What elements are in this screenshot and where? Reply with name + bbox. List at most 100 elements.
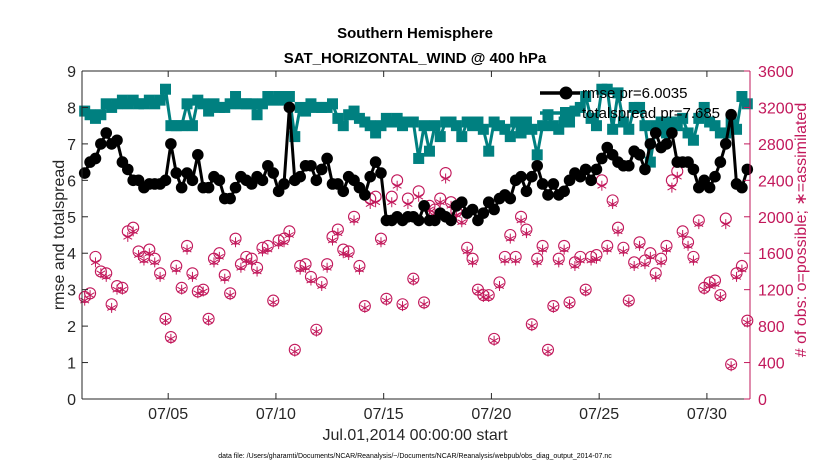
y-tick-label: 1	[67, 356, 76, 373]
obs-assimilated-marker	[559, 244, 569, 255]
obs-assimilated-marker	[268, 297, 278, 308]
rmse-point	[364, 170, 377, 183]
spread-point	[617, 116, 629, 128]
spread-point	[375, 120, 387, 132]
obs-assimilated-marker	[414, 191, 424, 202]
rmse-point	[369, 156, 382, 168]
obs-assimilated-marker	[107, 302, 117, 313]
obs-assimilated-marker	[392, 180, 402, 191]
obs-assimilated-marker	[575, 255, 585, 266]
spread-point	[677, 112, 689, 124]
spread-point	[289, 131, 301, 143]
spread-point	[256, 98, 268, 110]
x-tick-label: 07/25	[579, 406, 619, 423]
obs-assimilated-marker	[737, 264, 747, 275]
rmse-point	[267, 167, 280, 179]
obs-assimilated-marker	[349, 215, 359, 226]
spread-point	[682, 127, 694, 139]
obs-assimilated-marker	[397, 301, 408, 312]
spread-point	[671, 120, 683, 132]
obs-assimilated-marker	[214, 251, 224, 262]
obs-assimilated-marker	[177, 284, 187, 295]
spread-point	[537, 120, 549, 132]
y-tick-label: 4	[67, 246, 76, 263]
rmse-point	[78, 167, 91, 179]
rmse-point	[542, 189, 554, 201]
data-file-footer: data file: /Users/gharamti/Documents/NCA…	[218, 453, 612, 460]
obs-assimilated-marker	[155, 271, 165, 282]
spread-point	[687, 134, 699, 146]
spread-point	[477, 123, 489, 135]
obs-assimilated-marker	[538, 244, 548, 255]
rmse-point	[165, 138, 177, 150]
obs-assimilated-marker	[220, 273, 230, 284]
rmse-point	[202, 181, 215, 194]
obs-assimilated-marker	[586, 255, 596, 266]
obs-assimilated-marker	[678, 230, 688, 240]
rmse-point	[278, 178, 290, 190]
obs-assimilated-marker	[570, 260, 580, 271]
y-tick-label: 8	[67, 100, 76, 117]
obs-assimilated-marker	[500, 255, 510, 266]
obs-assimilated-marker	[150, 257, 160, 268]
spread-point	[601, 83, 613, 95]
spread-point	[413, 152, 425, 164]
obs-assimilated-marker	[634, 240, 645, 251]
obs-assimilated-marker	[554, 257, 564, 268]
obs-assimilated-marker	[624, 297, 634, 308]
spread-point	[574, 101, 586, 113]
legend-marker-spread	[560, 107, 572, 119]
spread-point	[154, 94, 166, 106]
spread-point	[531, 149, 543, 161]
rmse-point	[596, 152, 608, 165]
obs-assimilated-marker	[182, 244, 192, 255]
rmse-point	[666, 127, 678, 139]
y-right-tick-label: 1600	[758, 246, 794, 263]
rmse-point	[229, 181, 242, 194]
spread-point	[585, 112, 597, 124]
obs-assimilated-marker	[257, 246, 268, 257]
spread-point	[634, 101, 646, 113]
rmse-point	[590, 163, 603, 176]
y-axis-label-right: # of obs: o=possible; ∗=assimilated	[793, 103, 810, 357]
rmse-point	[294, 170, 306, 183]
y-tick-label: 0	[67, 392, 76, 409]
y-right-tick-label: 2000	[758, 210, 794, 227]
spread-point	[230, 91, 242, 103]
obs-assimilated-marker	[489, 335, 499, 346]
obs-assimilated-marker	[726, 361, 736, 372]
obs-assimilated-marker	[564, 299, 575, 310]
rmse-point	[121, 163, 134, 176]
y-tick-label: 5	[67, 210, 76, 227]
rmse-point	[445, 214, 457, 227]
obs-assimilated-marker	[247, 257, 257, 268]
obs-assimilated-marker	[467, 257, 478, 268]
rmse-point	[741, 163, 754, 176]
obs-assimilated-marker	[683, 240, 693, 251]
spread-point	[197, 98, 209, 110]
spread-point	[181, 98, 193, 110]
obs-assimilated-marker	[651, 271, 661, 282]
obs-assimilated-marker	[344, 250, 354, 261]
spread-point	[391, 112, 403, 124]
spread-point	[251, 109, 263, 121]
spread-point	[246, 98, 258, 110]
legend-label-spread: totalspread pr=7.685	[582, 105, 720, 122]
legend-marker-rmse	[559, 86, 573, 100]
rmse-point	[256, 174, 269, 187]
rmse-point	[703, 181, 716, 194]
spread-point	[510, 116, 522, 128]
rmse-point	[736, 181, 748, 194]
spread-point	[418, 120, 430, 132]
rmse-point	[504, 192, 517, 205]
obs-assimilated-marker	[597, 180, 607, 191]
obs-assimilated-marker	[263, 244, 273, 255]
obs-assimilated-marker	[403, 199, 413, 210]
series-layer	[78, 83, 754, 372]
obs-assimilated-marker	[160, 315, 171, 326]
obs-assimilated-marker	[101, 271, 111, 282]
obs-assimilated-marker	[198, 286, 208, 297]
spread-point	[364, 120, 376, 132]
rmse-point	[418, 200, 430, 212]
spread-point	[456, 131, 468, 143]
